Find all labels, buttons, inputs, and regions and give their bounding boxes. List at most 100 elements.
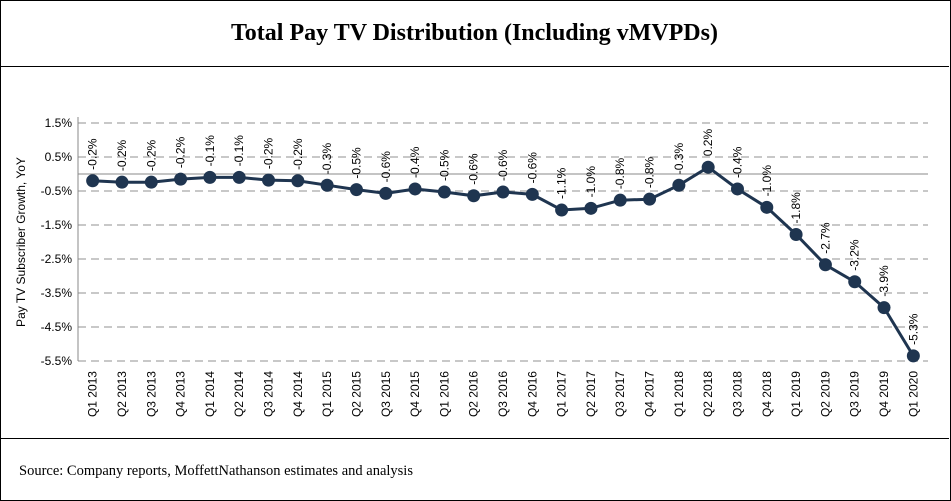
- y-tick-labels: 1.5% 0.5% -0.5% -1.5% -2.5% -3.5% -4.5% -5.5%: [41, 116, 73, 368]
- data-point: [643, 192, 657, 206]
- data-label: -3.9%: [877, 265, 891, 297]
- y-tick-label: -1.5%: [41, 218, 73, 232]
- data-point: [320, 178, 334, 192]
- x-tick-label: Q3 2015: [379, 371, 393, 417]
- data-label: -1.1%: [555, 167, 569, 199]
- data-point: [906, 349, 920, 363]
- x-tick-label: Q4 2019: [877, 371, 891, 417]
- data-point: [262, 173, 276, 187]
- data-label: -0.8%: [643, 156, 657, 188]
- data-point: [349, 183, 363, 197]
- x-tick-label: Q4 2013: [174, 371, 188, 417]
- y-tick-label: -2.5%: [41, 252, 73, 266]
- data-point: [701, 160, 715, 174]
- data-label: -5.3%: [906, 313, 920, 345]
- data-point: [174, 172, 188, 186]
- data-point: [203, 170, 217, 184]
- data-labels: -0.2% -0.2% -0.2% -0.2% -0.1% -0.1% -0.2% -0.2%…: [86, 129, 921, 345]
- data-point: [496, 185, 510, 199]
- data-point: [437, 185, 451, 199]
- x-tick-label: Q1 2020: [906, 371, 920, 417]
- data-label: -0.6%: [467, 153, 481, 185]
- data-label: -0.8%: [613, 158, 627, 190]
- data-label: -0.6%: [496, 149, 510, 181]
- data-point: [584, 201, 598, 215]
- x-tick-label: Q3 2018: [730, 371, 744, 417]
- data-point: [379, 186, 393, 200]
- x-tick-label: Q3 2014: [262, 371, 276, 417]
- x-tick-label: Q1 2016: [437, 371, 451, 417]
- data-point: [818, 258, 832, 272]
- x-tick-label: Q2 2013: [115, 371, 129, 417]
- x-tick-label: Q1 2017: [555, 371, 569, 417]
- footer-divider: [0, 438, 949, 439]
- data-point: [848, 275, 862, 289]
- data-label: -0.4%: [730, 146, 744, 178]
- x-tick-label: Q1 2013: [86, 371, 100, 417]
- x-tick-label: Q4 2017: [643, 371, 657, 417]
- x-tick-label: Q4 2016: [525, 371, 539, 417]
- data-point: [730, 182, 744, 196]
- data-label: -0.5%: [349, 147, 363, 179]
- data-label: -0.4%: [408, 146, 422, 178]
- data-label: -0.1%: [203, 135, 217, 167]
- chart-title: Total Pay TV Distribution (Including vMV…: [231, 19, 718, 46]
- data-label: -0.6%: [525, 152, 539, 184]
- x-tick-label: Q2 2015: [349, 371, 363, 417]
- data-point: [232, 170, 246, 184]
- data-point: [291, 174, 305, 188]
- data-point: [525, 187, 539, 201]
- y-axis-label: Pay TV Subscriber Growth, YoY: [14, 157, 28, 327]
- x-tick-label: Q1 2018: [672, 371, 686, 417]
- x-tick-label: Q4 2018: [760, 371, 774, 417]
- data-point: [144, 175, 158, 189]
- data-point: [86, 174, 100, 188]
- x-tick-label: Q2 2014: [232, 371, 246, 417]
- y-tick-label: -0.5%: [41, 184, 73, 198]
- x-tick-label: Q4 2014: [291, 371, 305, 417]
- data-point: [613, 193, 627, 207]
- x-tick-label: Q1 2019: [789, 371, 803, 417]
- data-label: -0.2%: [262, 137, 276, 169]
- chart-area: 1.5% 0.5% -0.5% -1.5% -2.5% -3.5% -4.5% -5.5% P…: [0, 67, 949, 439]
- x-tick-label: Q2 2016: [467, 371, 481, 417]
- data-label: -0.6%: [379, 151, 393, 183]
- data-point: [555, 203, 569, 217]
- y-tick-label: -5.5%: [41, 354, 73, 368]
- line-chart: 1.5% 0.5% -0.5% -1.5% -2.5% -3.5% -4.5% -5.5% P…: [14, 116, 928, 417]
- data-label: -3.2%: [848, 239, 862, 271]
- data-point: [467, 189, 481, 203]
- data-points: [86, 160, 920, 363]
- x-tick-labels: Q1 2013 Q2 2013 Q3 2013 Q4 2013 Q1 2014 Q2 20…: [86, 371, 921, 417]
- x-tick-label: Q3 2016: [496, 371, 510, 417]
- data-label: -2.7%: [818, 222, 832, 254]
- data-point: [672, 178, 686, 192]
- data-label: -0.1%: [232, 135, 246, 167]
- data-label: -1.8%: [789, 192, 803, 224]
- y-tick-label: -3.5%: [41, 286, 73, 300]
- x-tick-label: Q2 2018: [701, 371, 715, 417]
- data-label: -1.0%: [584, 166, 598, 198]
- x-tick-label: Q2 2017: [584, 371, 598, 417]
- x-tick-label: Q4 2015: [408, 371, 422, 417]
- data-label: -0.2%: [291, 138, 305, 170]
- y-tick-label: 1.5%: [45, 116, 73, 130]
- x-tick-label: Q3 2013: [144, 371, 158, 417]
- x-tick-label: Q1 2015: [320, 371, 334, 417]
- x-tick-label: Q2 2019: [818, 371, 832, 417]
- data-label: -0.5%: [437, 149, 451, 181]
- title-band: Total Pay TV Distribution (Including vMV…: [0, 0, 949, 67]
- data-label: -0.2%: [115, 139, 129, 171]
- data-point: [760, 200, 774, 214]
- y-tick-label: 0.5%: [45, 150, 73, 164]
- x-tick-label: Q1 2014: [203, 371, 217, 417]
- x-tick-label: Q3 2019: [848, 371, 862, 417]
- x-tick-label: Q3 2017: [613, 371, 627, 417]
- data-point: [789, 228, 803, 242]
- data-point: [115, 175, 129, 189]
- data-label: -0.3%: [320, 143, 334, 175]
- source-note: Source: Company reports, MoffettNathanso…: [19, 463, 413, 479]
- data-label: -0.2%: [86, 138, 100, 170]
- data-label: -0.2%: [174, 136, 188, 168]
- data-label: -0.2%: [144, 139, 158, 171]
